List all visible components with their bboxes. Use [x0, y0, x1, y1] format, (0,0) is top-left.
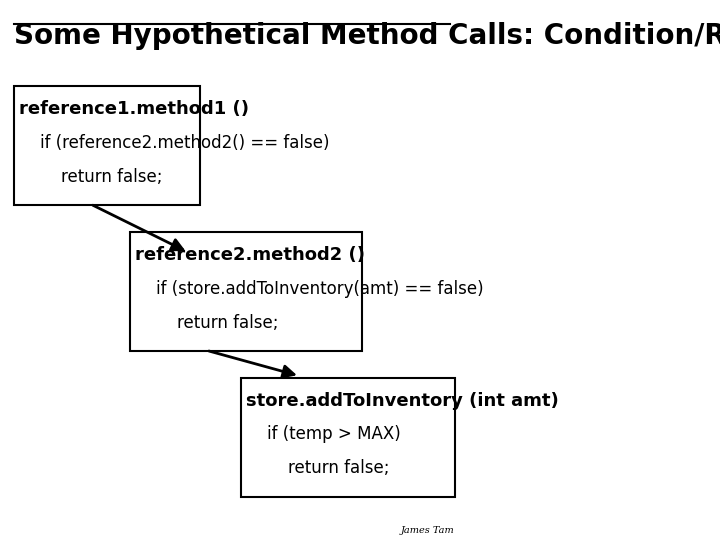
Text: store.addToInventory (int amt): store.addToInventory (int amt) — [246, 392, 559, 409]
FancyBboxPatch shape — [130, 232, 362, 351]
Text: Some Hypothetical Method Calls: Condition/Return: Some Hypothetical Method Calls: Conditio… — [14, 22, 720, 50]
Text: reference1.method1 (): reference1.method1 () — [19, 100, 248, 118]
Text: if (store.addToInventory(amt) == false): if (store.addToInventory(amt) == false) — [135, 280, 483, 298]
Text: James Tam: James Tam — [401, 525, 455, 535]
FancyBboxPatch shape — [241, 378, 455, 497]
Text: if (reference2.method2() == false): if (reference2.method2() == false) — [19, 134, 329, 152]
Text: reference2.method2 (): reference2.method2 () — [135, 246, 364, 264]
Text: if (temp > MAX): if (temp > MAX) — [246, 426, 401, 443]
FancyBboxPatch shape — [14, 86, 199, 205]
Text: return false;: return false; — [246, 460, 390, 477]
Text: return false;: return false; — [135, 314, 278, 332]
Text: return false;: return false; — [19, 168, 162, 186]
